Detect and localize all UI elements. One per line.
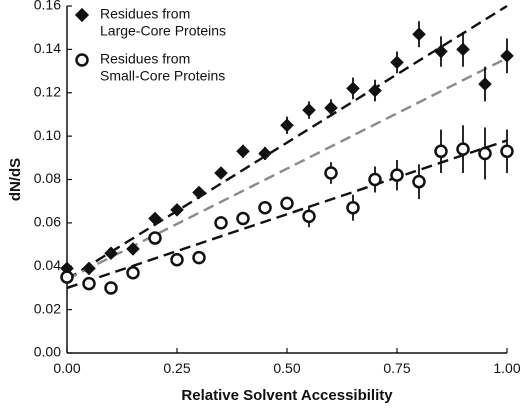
data-point-large-core (258, 146, 272, 161)
legend-label-large-core-line1: Residues from (100, 6, 190, 22)
y-tick-label: 0.14 (34, 40, 61, 56)
data-point-small-core (346, 200, 360, 215)
data-point-small-core (126, 266, 140, 280)
y-tick-label: 0.04 (34, 257, 61, 273)
y-axis-title: dN/dS (7, 158, 24, 201)
trend-line-black (66, 139, 508, 290)
y-tick-label: 0.08 (34, 170, 61, 186)
data-point-large-core (478, 77, 492, 91)
legend: Residues from Large-Core Proteins Residu… (74, 6, 226, 84)
y-tick-label: 0.00 (34, 344, 61, 360)
legend-item-small-core: Residues from Small-Core Proteins (75, 51, 225, 84)
x-tick-label: 1.00 (493, 360, 520, 376)
data-point-small-core (280, 196, 294, 211)
data-point-small-core (148, 231, 162, 245)
data-point-small-core (390, 168, 404, 182)
trend-lines (66, 4, 508, 290)
data-point-small-core (478, 146, 492, 161)
legend-circle-marker (75, 53, 89, 67)
legend-item-large-core: Residues from Large-Core Proteins (74, 6, 226, 39)
data-point-small-core (214, 216, 228, 230)
x-tick-label: 0.25 (163, 360, 190, 376)
data-point-large-core (500, 49, 514, 63)
y-tick-label: 0.06 (34, 214, 61, 230)
x-tick-label: 0.00 (53, 360, 80, 376)
data-point-small-core (412, 174, 426, 189)
data-point-large-core (324, 101, 338, 115)
data-point-small-core (456, 142, 470, 156)
data-point-small-core (368, 172, 382, 187)
data-point-small-core (500, 144, 514, 159)
legend-label-small-core-line1: Residues from (100, 51, 190, 67)
data-point-large-core (412, 27, 426, 41)
data-point-small-core (82, 276, 96, 291)
data-point-large-core (346, 81, 360, 96)
data-point-large-core (192, 185, 206, 200)
data-point-large-core (456, 42, 470, 57)
data-point-large-core (82, 261, 96, 276)
y-tick-label: 0.16 (34, 0, 61, 13)
y-tick-label: 0.12 (34, 83, 61, 99)
x-tick-label: 0.75 (383, 360, 410, 376)
legend-label-large-core-line2: Large-Core Proteins (100, 23, 226, 39)
data-point-large-core (280, 118, 294, 133)
trend-line-black (66, 4, 508, 281)
legend-label-small-core-line2: Small-Core Proteins (100, 68, 225, 84)
y-tick-label: 0.10 (34, 127, 61, 143)
legend-diamond-marker (74, 7, 90, 23)
data-point-large-core (214, 166, 228, 180)
data-point-large-core (148, 211, 162, 226)
data-point-small-core (104, 281, 118, 295)
x-axis-title: Relative Solvent Accessibility (181, 387, 393, 404)
data-point-small-core (324, 166, 338, 180)
data-point-small-core (434, 144, 448, 159)
data-point-small-core (236, 211, 250, 226)
data-point-small-core (192, 250, 206, 265)
data-point-large-core (236, 144, 250, 159)
y-tick-label: 0.02 (34, 300, 61, 316)
data-point-small-core (60, 270, 74, 284)
data-point-small-core (302, 209, 316, 224)
data-point-small-core (170, 252, 184, 267)
data-point-large-core (368, 83, 382, 98)
data-point-large-core (434, 44, 448, 59)
data-point-large-core (302, 103, 316, 117)
markers (60, 27, 514, 295)
data-point-large-core (390, 55, 404, 70)
trend-line-gray (66, 56, 508, 281)
data-point-small-core (258, 200, 272, 215)
ticks: 0.00 0.25 0.50 0.75 1.00 0.00 0.02 0.04 0.06 0.08… (34, 0, 520, 376)
x-tick-label: 0.50 (273, 360, 300, 376)
